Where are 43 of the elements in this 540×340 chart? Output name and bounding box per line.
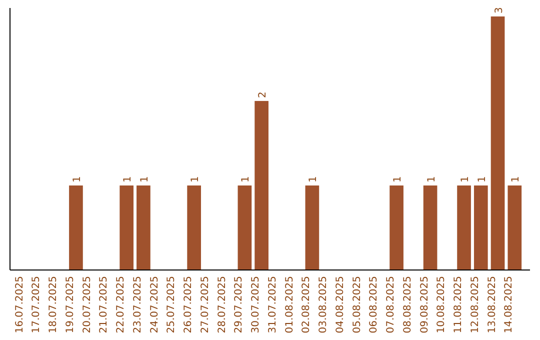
data-label: 1 bbox=[122, 176, 134, 182]
x-tick-label: 04.08.2025 bbox=[334, 276, 346, 334]
x-tick-label: 19.07.2025 bbox=[64, 276, 76, 334]
data-label: 1 bbox=[240, 176, 252, 182]
x-tick-label: 18.07.2025 bbox=[48, 276, 60, 334]
data-label: 2 bbox=[258, 92, 269, 98]
x-tick-label: 17.07.2025 bbox=[31, 276, 42, 334]
x-tick-label: 21.07.2025 bbox=[98, 276, 110, 334]
x-tick-label: 30.07.2025 bbox=[250, 276, 262, 334]
x-tick-label: 22.07.2025 bbox=[116, 276, 127, 334]
data-label: 1 bbox=[72, 176, 83, 182]
x-tick-label: 08.08.2025 bbox=[402, 276, 414, 334]
x-tick-label: 28.07.2025 bbox=[216, 276, 228, 334]
x-tick-label: 13.08.2025 bbox=[486, 276, 498, 334]
x-tick-label: 01.08.2025 bbox=[284, 276, 296, 334]
data-label: 1 bbox=[308, 176, 320, 182]
x-tick-label: 16.07.2025 bbox=[14, 276, 26, 334]
data-label: 3 bbox=[494, 7, 505, 14]
data-label: 1 bbox=[426, 176, 438, 182]
x-tick-label: 02.08.2025 bbox=[301, 276, 312, 334]
x-tick-label: 26.07.2025 bbox=[183, 276, 194, 334]
x-tick-label: 12.08.2025 bbox=[470, 276, 481, 334]
x-tick-label: 24.07.2025 bbox=[149, 276, 160, 334]
x-tick-label: 07.08.2025 bbox=[386, 276, 397, 334]
data-label: 1 bbox=[476, 176, 488, 182]
x-tick-label: 31.07.2025 bbox=[267, 276, 278, 334]
data-label: 1 bbox=[510, 176, 522, 182]
x-tick-label: 09.08.2025 bbox=[419, 276, 430, 334]
x-tick-label: 14.08.2025 bbox=[504, 276, 515, 334]
x-tick-label: 05.08.2025 bbox=[352, 276, 363, 334]
x-tick-label: 23.07.2025 bbox=[132, 276, 144, 334]
data-label: 1 bbox=[190, 176, 202, 182]
data-label: 1 bbox=[392, 176, 404, 182]
data-label: 1 bbox=[460, 176, 472, 182]
x-tick-label: 27.07.2025 bbox=[200, 276, 211, 334]
x-tick-label: 20.07.2025 bbox=[82, 276, 93, 334]
data-label: 1 bbox=[139, 176, 150, 182]
x-tick-label: 03.08.2025 bbox=[318, 276, 330, 334]
x-tick-label: 11.08.2025 bbox=[453, 276, 464, 334]
x-tick-label: 06.08.2025 bbox=[368, 276, 380, 334]
x-tick-label: 10.08.2025 bbox=[436, 276, 448, 334]
x-tick-label: 25.07.2025 bbox=[166, 276, 178, 334]
x-tick-label: 29.07.2025 bbox=[234, 276, 245, 334]
